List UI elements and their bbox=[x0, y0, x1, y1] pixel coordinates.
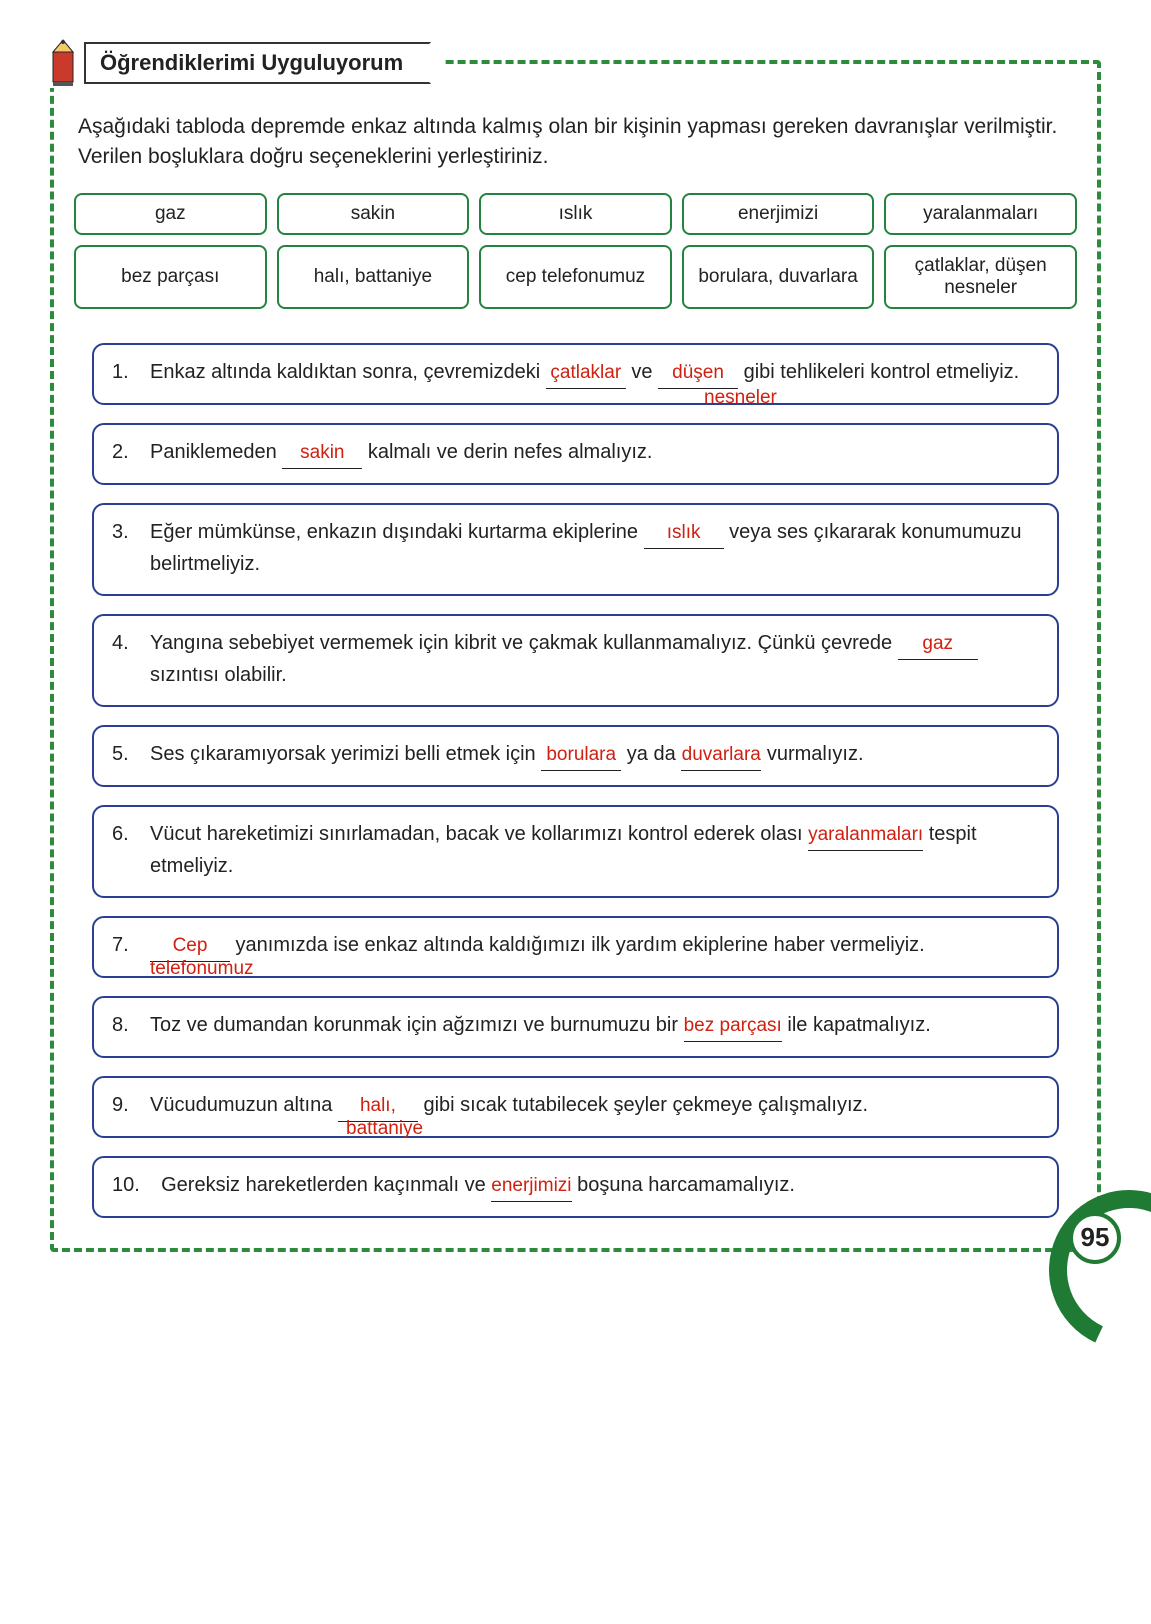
question-8: 8. Toz ve dumandan korunmak için ağzımız… bbox=[92, 996, 1059, 1058]
question-number: 5. bbox=[112, 739, 150, 771]
question-2: 2. Paniklemeden sakin kalmalı ve derin n… bbox=[92, 423, 1059, 485]
answer-text: halı, bbox=[360, 1095, 396, 1116]
answer-text: ıslık bbox=[667, 522, 701, 543]
pencil-icon bbox=[46, 38, 80, 88]
question-6: 6. Vücut hareketimizi sınırlamadan, baca… bbox=[92, 805, 1059, 898]
answer-overflow: nesneler bbox=[704, 383, 777, 412]
q-segment: gibi sıcak tutabilecek şeyler çekmeye ça… bbox=[418, 1094, 868, 1116]
q-segment: vurmalıyız. bbox=[761, 743, 863, 765]
question-number: 4. bbox=[112, 628, 150, 691]
page-corner: 95 bbox=[1029, 1204, 1139, 1280]
bank-item: ıslık bbox=[479, 193, 672, 235]
q-segment: Yangına sebebiyet vermemek için kibrit v… bbox=[150, 632, 898, 654]
bank-item: yaralanmaları bbox=[884, 193, 1077, 235]
bank-item: gaz bbox=[74, 193, 267, 235]
bank-item: halı, battaniye bbox=[277, 245, 470, 309]
q-segment: Paniklemeden bbox=[150, 441, 282, 463]
word-bank: gaz sakin ıslık enerjimizi yaralanmaları… bbox=[72, 193, 1079, 309]
word-bank-row-1: gaz sakin ıslık enerjimizi yaralanmaları bbox=[74, 193, 1077, 235]
answer-text: yaralanmaları bbox=[808, 824, 923, 845]
question-10: 10. Gereksiz hareketlerden kaçınmalı ve … bbox=[92, 1156, 1059, 1218]
q-segment: ve bbox=[626, 361, 658, 383]
question-text: Ses çıkaramıyorsak yerimizi belli etmek … bbox=[150, 739, 1039, 771]
page-number: 95 bbox=[1069, 1212, 1121, 1264]
answer-text: duvarlara bbox=[682, 744, 761, 765]
question-text: Paniklemeden sakin kalmalı ve derin nefe… bbox=[150, 437, 1039, 469]
question-text: Vücudumuzun altına halı, gibi sıcak tuta… bbox=[150, 1090, 1039, 1122]
question-text: Vücut hareketimizi sınırlamadan, bacak v… bbox=[150, 819, 1039, 882]
question-7: 7. Cep yanımızda ise enkaz altında kaldı… bbox=[92, 916, 1059, 978]
question-text: Yangına sebebiyet vermemek için kibrit v… bbox=[150, 628, 1039, 691]
word-bank-row-2: bez parçası halı, battaniye cep telefonu… bbox=[74, 245, 1077, 309]
intro-text: Aşağıdaki tabloda depremde enkaz altında… bbox=[72, 112, 1079, 173]
answer-text: çatlaklar bbox=[550, 362, 621, 383]
header-banner: Öğrendiklerimi Uyguluyorum bbox=[46, 38, 443, 88]
bank-item: borulara, duvarlara bbox=[682, 245, 875, 309]
question-number: 1. bbox=[112, 357, 150, 389]
answer-overflow: telefonumuz bbox=[150, 954, 254, 983]
questions-list: 1. Enkaz altında kaldıktan sonra, çevrem… bbox=[72, 343, 1079, 1218]
bank-item: sakin bbox=[277, 193, 470, 235]
question-1: 1. Enkaz altında kaldıktan sonra, çevrem… bbox=[92, 343, 1059, 405]
question-number: 10. bbox=[112, 1170, 150, 1202]
question-number: 9. bbox=[112, 1090, 150, 1122]
question-number: 7. bbox=[112, 930, 150, 962]
question-text: Gereksiz hareketlerden kaçınmalı ve ener… bbox=[150, 1170, 1039, 1202]
question-number: 8. bbox=[112, 1010, 150, 1042]
answer-text: bez parçası bbox=[684, 1015, 782, 1036]
q-segment: sızıntısı olabilir. bbox=[150, 664, 287, 686]
q-segment: ya da bbox=[621, 743, 681, 765]
answer-text: Cep bbox=[173, 935, 208, 956]
q-segment: Eğer mümkünse, enkazın dışındaki kurtarm… bbox=[150, 521, 644, 543]
worksheet-frame: Öğrendiklerimi Uyguluyorum Aşağıdaki tab… bbox=[50, 60, 1101, 1252]
q-segment: ile kapatmalıyız. bbox=[782, 1014, 931, 1036]
question-5: 5. Ses çıkaramıyorsak yerimizi belli etm… bbox=[92, 725, 1059, 787]
section-title: Öğrendiklerimi Uyguluyorum bbox=[84, 42, 431, 84]
question-4: 4. Yangına sebebiyet vermemek için kibri… bbox=[92, 614, 1059, 707]
question-3: 3. Eğer mümkünse, enkazın dışındaki kurt… bbox=[92, 503, 1059, 596]
question-text: Cep yanımızda ise enkaz altında kaldığım… bbox=[150, 930, 1039, 962]
question-text: Eğer mümkünse, enkazın dışındaki kurtarm… bbox=[150, 517, 1039, 580]
bank-item: bez parçası bbox=[74, 245, 267, 309]
q-segment: yanımızda ise enkaz altında kaldığımızı … bbox=[230, 934, 925, 956]
answer-text: enerjimizi bbox=[491, 1175, 571, 1196]
q-segment: Gereksiz hareketlerden kaçınmalı ve bbox=[161, 1174, 491, 1196]
q-segment: Enkaz altında kaldıktan sonra, çevremizd… bbox=[150, 361, 546, 383]
question-text: Enkaz altında kaldıktan sonra, çevremizd… bbox=[150, 357, 1039, 389]
question-9: 9. Vücudumuzun altına halı, gibi sıcak t… bbox=[92, 1076, 1059, 1138]
bank-item: çatlaklar, düşen nesneler bbox=[884, 245, 1077, 309]
answer-text: sakin bbox=[300, 442, 344, 463]
q-segment: Ses çıkaramıyorsak yerimizi belli etmek … bbox=[150, 743, 541, 765]
q-segment: Vücudumuzun altına bbox=[150, 1094, 338, 1116]
question-number: 2. bbox=[112, 437, 150, 469]
answer-text: düşen bbox=[672, 362, 724, 383]
q-segment: Toz ve dumandan korunmak için ağzımızı v… bbox=[150, 1014, 684, 1036]
bank-item: cep telefonumuz bbox=[479, 245, 672, 309]
question-text: Toz ve dumandan korunmak için ağzımızı v… bbox=[150, 1010, 1039, 1042]
answer-text: gaz bbox=[922, 633, 953, 654]
question-number: 6. bbox=[112, 819, 150, 882]
question-number: 3. bbox=[112, 517, 150, 580]
q-segment: gibi tehlikeleri kontrol etmeliyiz. bbox=[738, 361, 1019, 383]
bank-item: enerjimizi bbox=[682, 193, 875, 235]
answer-text: borulara bbox=[546, 744, 616, 765]
q-segment: boşuna harcamamalıyız. bbox=[572, 1174, 795, 1196]
q-segment: Vücut hareketimizi sınırlamadan, bacak v… bbox=[150, 823, 808, 845]
answer-overflow: battaniye bbox=[346, 1114, 423, 1143]
q-segment: kalmalı ve derin nefes almalıyız. bbox=[362, 441, 652, 463]
